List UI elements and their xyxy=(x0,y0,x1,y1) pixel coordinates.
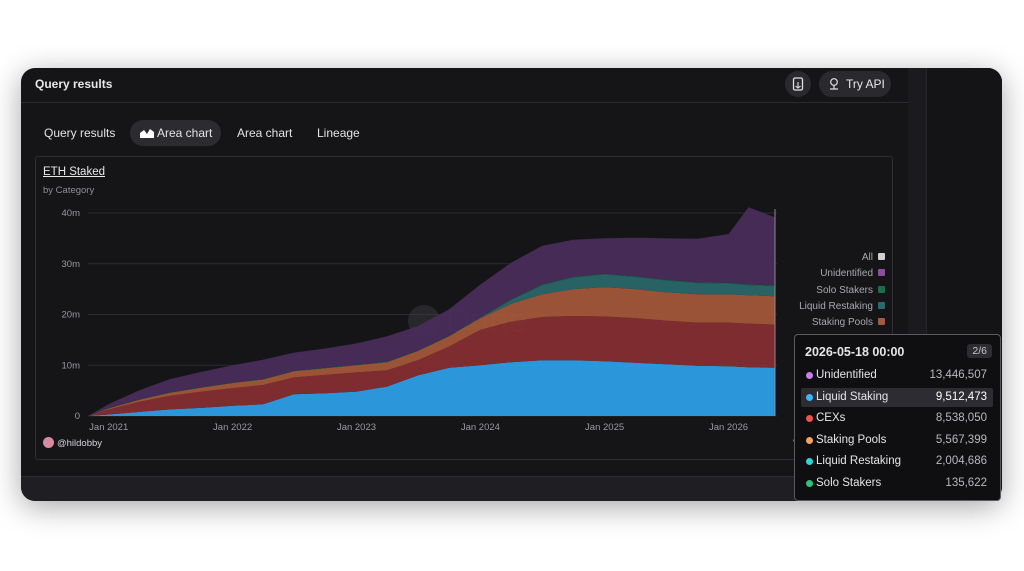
legend-swatch xyxy=(878,318,885,326)
tooltip-dot xyxy=(806,458,813,465)
export-csv-button[interactable] xyxy=(785,71,811,97)
tooltip-series-value: 8,538,050 xyxy=(935,412,987,424)
panel-title: Query results xyxy=(35,77,113,91)
tooltip-series-name: Unidentified xyxy=(816,369,877,381)
y-tick-label: 20m xyxy=(62,310,81,321)
y-tick-label: 30m xyxy=(62,259,81,270)
legend-item[interactable]: Liquid Restaking xyxy=(725,301,885,313)
tooltip-series-value: 2,004,686 xyxy=(935,455,987,467)
tooltip-dot xyxy=(806,479,813,487)
chart-tooltip: 2026-05-18 00:00 2/6 Unidentified 13,446,… xyxy=(794,334,1001,501)
legend-label: Unidentified xyxy=(820,268,873,280)
tooltip-row: Solo Stakers 135,622 xyxy=(801,474,993,493)
tooltip-series-name: Solo Stakers xyxy=(816,476,882,489)
legend-item[interactable]: Solo Stakers xyxy=(725,285,885,297)
api-icon xyxy=(827,71,841,106)
area-chart-icon xyxy=(140,129,154,138)
tooltip-series-value: 13,446,507 xyxy=(929,369,987,381)
tab-area-chart-active[interactable]: Area chart xyxy=(130,120,222,146)
legend-item[interactable]: Staking Pools xyxy=(725,317,885,329)
tooltip-row: Staking Pools 5,567,399 xyxy=(801,431,993,450)
area-series-liquid-restaking[interactable] xyxy=(88,274,775,416)
area-series-unidentified[interactable] xyxy=(88,207,775,416)
x-tick-label: Jan 2026 xyxy=(709,422,748,433)
avatar xyxy=(43,437,54,448)
legend-item[interactable]: Unidentified xyxy=(725,268,885,280)
x-tick-label: Jan 2023 xyxy=(337,422,376,433)
x-tick-label: Jan 2021 xyxy=(89,422,128,433)
tooltip-series-value: 9,512,473 xyxy=(935,390,987,403)
tooltip-dot xyxy=(806,372,813,379)
area-series-staking-pools[interactable] xyxy=(88,287,775,416)
tooltip-dot xyxy=(806,436,813,444)
author-tag[interactable]: @hildobby xyxy=(43,437,102,450)
legend-item[interactable]: All xyxy=(725,252,885,264)
tooltip-date: 2026-05-18 00:00 xyxy=(805,345,905,359)
tooltip-row: Liquid Restaking 2,004,686 xyxy=(801,452,993,471)
panel-footer xyxy=(21,476,926,501)
y-tick-label: 10m xyxy=(62,360,81,371)
legend-swatch xyxy=(878,285,885,293)
tab-area-chart[interactable]: Area chart xyxy=(237,126,293,140)
try-api-button[interactable]: Try API xyxy=(819,71,891,97)
tooltip-series-name: CEXs xyxy=(816,412,846,424)
tooltip-row: Unidentified 13,446,507 xyxy=(801,366,993,385)
area-series-cexs[interactable] xyxy=(88,316,775,416)
tooltip-series-name: Liquid Restaking xyxy=(816,455,902,467)
tooltip-dot xyxy=(806,393,813,401)
tab-area-chart-label: Area chart xyxy=(157,126,213,140)
x-tick-label: Jan 2025 xyxy=(585,422,624,433)
panel-header: Query results Try API xyxy=(21,68,908,103)
legend-swatch xyxy=(878,269,885,277)
legend-label: All xyxy=(861,252,873,263)
tooltip-row: CEXs 8,538,050 xyxy=(801,409,993,428)
tooltip-row: Liquid Staking 9,512,473 xyxy=(801,387,993,407)
tooltip-series-name: Staking Pools xyxy=(816,433,887,446)
legend-swatch xyxy=(878,301,885,309)
tooltip-series-value: 5,567,399 xyxy=(935,433,987,446)
y-tick-label: 40m xyxy=(62,208,81,219)
tooltip-series-name: Liquid Staking xyxy=(816,390,889,403)
area-series-liquid-staking[interactable] xyxy=(88,360,775,416)
csv-file-icon xyxy=(792,77,804,91)
chart-subtitle: by Category xyxy=(43,185,95,196)
legend-label: Liquid Restaking xyxy=(799,300,873,312)
legend-label: Staking Pools xyxy=(811,317,873,329)
legend-label: Solo Stakers xyxy=(816,284,873,296)
x-tick-label: Jan 2024 xyxy=(461,422,500,433)
x-tick-label: Jan 2022 xyxy=(213,422,252,433)
tab-lineage[interactable]: Lineage xyxy=(317,126,360,140)
chart-title[interactable]: ETH Staked xyxy=(43,166,105,178)
tooltip-series-value: 135,622 xyxy=(945,476,987,489)
tooltip-dot xyxy=(806,415,813,422)
author-name: @hildobby xyxy=(57,438,103,449)
tab-query-results[interactable]: Query results xyxy=(44,126,116,140)
legend-swatch xyxy=(878,253,885,260)
y-tick-label: 0 xyxy=(75,411,80,422)
try-api-label: Try API xyxy=(846,77,885,91)
tooltip-page-indicator: 2/6 xyxy=(967,344,992,358)
